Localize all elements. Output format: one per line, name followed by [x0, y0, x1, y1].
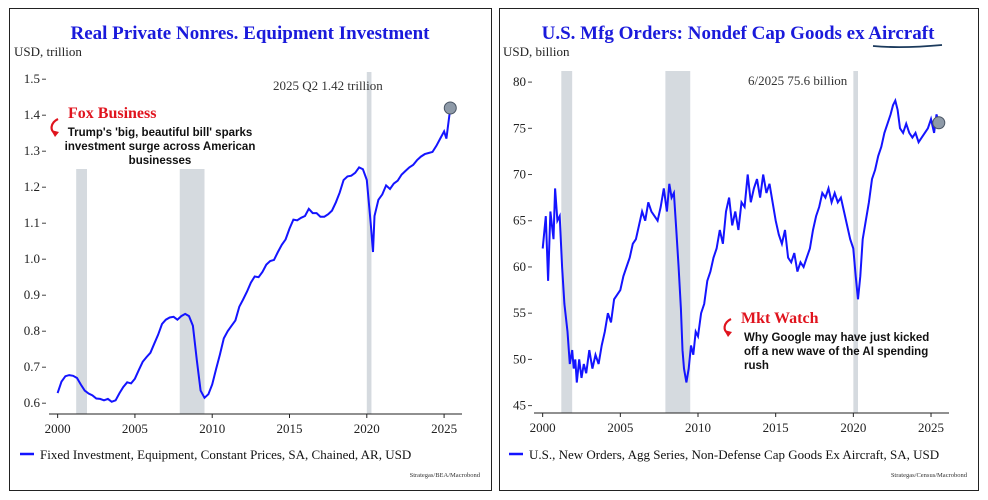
y-tick-label: 75	[513, 120, 526, 135]
news-headline-line-3: businesses	[129, 155, 192, 167]
y-tick-label: 0.8	[24, 323, 40, 338]
y-tick-label: 45	[513, 398, 526, 413]
news-headline-line-2: off a new wave of the AI spending	[744, 346, 928, 358]
equipment-investment-chart: Real Private Nonres. Equipment Investmen…	[14, 23, 481, 479]
chart-title: Real Private Nonres. Equipment Investmen…	[70, 23, 430, 44]
y-tick-label: 1.0	[24, 251, 40, 266]
news-source: Fox Business	[68, 105, 156, 122]
legend-label: Fixed Investment, Equipment, Constant Pr…	[40, 447, 411, 462]
latest-value-annotation: 2025 Q2 1.42 trillion	[273, 78, 383, 93]
latest-value-marker	[932, 116, 946, 130]
x-tick-label: 2010	[685, 420, 711, 435]
series-line	[541, 97, 940, 383]
recession-band	[561, 71, 573, 413]
x-tick-label: 2005	[122, 421, 148, 436]
arrow-head-icon	[51, 130, 59, 137]
handwritten-underline	[872, 44, 943, 48]
news-callout: Mkt Watch Why Google may have just kicke…	[723, 310, 929, 372]
y-tick-label: 0.7	[24, 359, 41, 374]
recession-band	[179, 169, 205, 414]
news-headline-line-1: Why Google may have just kicked	[744, 332, 929, 344]
y-tick-label: 1.4	[24, 107, 41, 122]
recession-band	[366, 72, 372, 414]
x-tick-label: 2000	[45, 421, 71, 436]
y-tick-label: 50	[513, 351, 526, 366]
y-tick-label: 1.1	[24, 215, 40, 230]
y-tick-label: 1.5	[24, 71, 40, 86]
news-headline-line-3: rush	[744, 360, 769, 372]
x-tick-label: 2025	[431, 421, 457, 436]
recession-band	[76, 169, 88, 414]
source-note: Strategas/BEA/Macrobond	[410, 472, 481, 479]
y-tick-label: 1.3	[24, 143, 40, 158]
y-tick-label: 0.9	[24, 287, 40, 302]
x-tick-label: 2000	[530, 420, 556, 435]
y-tick-label: 55	[513, 305, 526, 320]
x-tick-label: 2020	[354, 421, 380, 436]
arrow-head-icon	[724, 330, 732, 337]
x-tick-label: 2010	[199, 421, 225, 436]
legend-label: U.S., New Orders, Agg Series, Non-Defens…	[529, 447, 939, 462]
source-note: Strategas/Census/Macrobond	[891, 472, 968, 479]
x-tick-label: 2015	[763, 420, 789, 435]
news-source: Mkt Watch	[741, 310, 819, 327]
news-callout: Fox Business Trump's 'big, beautiful bil…	[50, 105, 256, 167]
chart-title: U.S. Mfg Orders: Nondef Cap Goods ex Air…	[542, 23, 935, 44]
recession-band	[853, 71, 859, 413]
y-tick-label: 0.6	[24, 395, 41, 410]
series-line	[56, 107, 452, 403]
y-tick-label: 80	[513, 74, 526, 89]
capital-goods-orders-chart-panel: U.S. Mfg Orders: Nondef Cap Goods ex Air…	[499, 8, 979, 491]
x-tick-label: 2020	[840, 420, 866, 435]
y-tick-label: 65	[513, 213, 526, 228]
y-tick-label: 60	[513, 259, 526, 274]
x-tick-label: 2015	[277, 421, 303, 436]
y-tick-label: 70	[513, 167, 526, 182]
news-headline-line-1: Trump's 'big, beautiful bill' sparks	[68, 127, 253, 139]
x-tick-label: 2025	[918, 420, 944, 435]
y-axis-unit-label: USD, billion	[503, 44, 570, 59]
x-tick-label: 2005	[607, 420, 633, 435]
equipment-investment-chart-panel: Real Private Nonres. Equipment Investmen…	[9, 8, 492, 491]
latest-value-annotation: 6/2025 75.6 billion	[748, 73, 848, 88]
y-axis-unit-label: USD, trillion	[14, 44, 82, 59]
latest-value-marker	[443, 101, 457, 115]
y-tick-label: 1.2	[24, 179, 40, 194]
capital-goods-orders-chart: U.S. Mfg Orders: Nondef Cap Goods ex Air…	[503, 23, 968, 479]
news-headline-line-2: investment surge across American	[65, 141, 256, 153]
